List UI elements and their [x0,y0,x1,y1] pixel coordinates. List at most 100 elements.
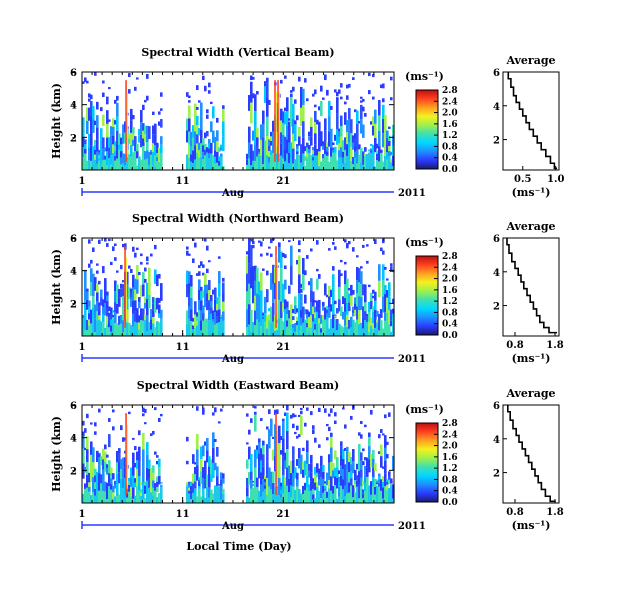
heatmap-cell [210,153,213,170]
heatmap-cell [160,119,163,128]
heatmap-cell [266,494,269,503]
heatmap-cell [130,288,133,293]
heatmap-cell [98,315,101,320]
x-axis-label: Local Time (Day) [186,540,291,553]
heatmap-cell [282,293,285,303]
heatmap-cell [382,264,385,281]
heatmap-cell [138,329,141,336]
heatmap-cell [82,147,85,158]
heatmap-cell [194,314,197,328]
heatmap-cell [90,268,93,283]
heatmap-cell [304,270,307,276]
heatmap-cell [264,159,267,170]
heatmap-cell [288,465,291,473]
heatmap-cell [280,120,283,133]
heatmap-cell [298,312,301,332]
heatmap-cell [192,137,195,151]
heatmap-cell [326,151,329,156]
heatmap-cell [272,436,275,439]
heatmap-cell [318,468,321,475]
y-tick-dash: - [72,132,76,143]
heatmap-cell [160,108,163,111]
heatmap-cell [82,137,85,148]
heatmap-cell [118,288,121,298]
heatmap-cell [308,491,311,503]
average-y-tick-label: 6 [493,234,500,245]
heatmap-cell [370,454,373,468]
heatmap-cell [326,316,329,321]
heatmap-cell [218,165,221,170]
heatmap-cell [284,279,287,290]
heatmap-cell [356,306,359,320]
heatmap-cell [142,123,145,131]
heatmap-cell [294,122,297,133]
heatmap-cell [296,472,299,480]
heatmap-cell [286,449,289,468]
heatmap-cell [220,485,223,493]
heatmap-cell [386,453,389,459]
heatmap-cell [390,267,393,272]
heatmap-cell [90,309,93,324]
heatmap-cell [268,308,271,312]
heatmap-cell [268,409,271,415]
heatmap-cell [126,493,129,498]
heatmap-cell [302,494,305,503]
heatmap-cell [300,325,303,336]
heatmap-cell [206,130,209,137]
heatmap-cell [208,280,211,291]
heatmap-cell [304,468,307,476]
heatmap-cell [98,302,101,307]
heatmap-cell [264,296,267,306]
heatmap-cell [296,146,299,150]
heatmap-cell [284,299,287,310]
heatmap-cell [336,97,339,102]
heatmap-cell [254,144,257,161]
heatmap-cell [144,481,147,486]
heatmap-cell [356,463,359,470]
heatmap-cell [340,126,343,137]
heatmap-cell [314,122,317,134]
heatmap-cell [150,152,153,154]
heatmap-cell [130,144,133,157]
heatmap-cell [260,272,263,291]
heatmap-cell [280,143,283,156]
heatmap-cell [204,497,207,503]
heatmap-cell [338,486,341,492]
heatmap-cell [266,155,269,170]
heatmap-cell [270,136,273,141]
heatmap-cell [350,146,353,161]
heatmap-cell [86,415,89,419]
heatmap-cell [316,472,319,478]
heatmap-cell [186,486,189,503]
heatmap-cell [140,134,143,148]
heatmap-cell [332,485,335,494]
heatmap-cell [260,496,263,503]
heatmap-cell [302,121,305,138]
heatmap-cell [260,155,263,170]
y-tick-dash: - [72,400,76,411]
heatmap-cell [334,314,337,316]
heatmap-cell [140,492,143,496]
heatmap-cell [150,153,153,155]
heatmap-cell [210,101,213,105]
heatmap-cell [328,131,331,147]
heatmap-cell [260,472,263,485]
heatmap-cell [358,324,361,336]
heatmap-cell [390,263,393,267]
heatmap-cell [156,321,159,336]
heatmap-cell [334,485,337,503]
heatmap-cell [370,409,373,415]
heatmap-cell [352,135,355,143]
heatmap-cell [132,300,135,314]
heatmap-cell [88,300,91,307]
heatmap-cell [152,160,155,170]
heatmap-cell [322,492,325,503]
high-spike [276,424,278,487]
heatmap-cell [280,132,283,144]
heatmap-cell [304,482,307,491]
heatmap-cell [96,115,99,128]
heatmap-cell [388,475,391,480]
heatmap-cell [108,434,111,448]
heatmap-cell [152,125,155,135]
heatmap-cell [132,475,135,488]
